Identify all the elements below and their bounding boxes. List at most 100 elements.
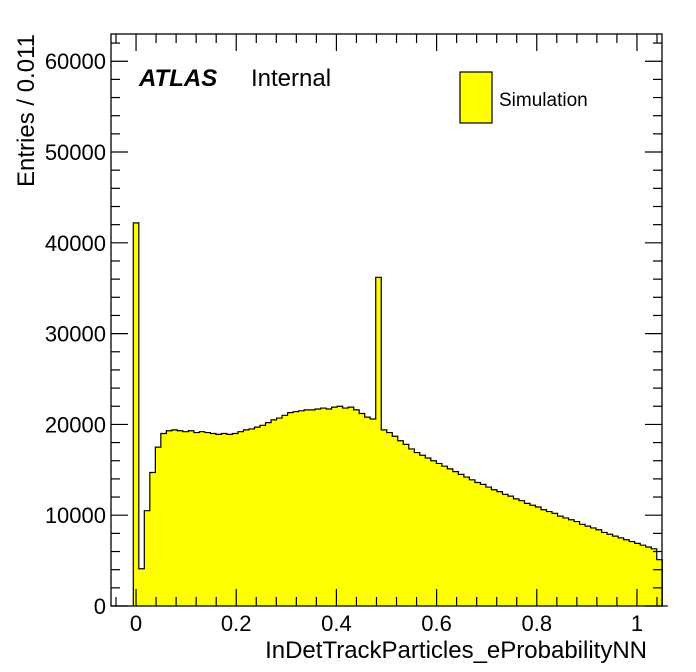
histogram-bin <box>397 440 404 606</box>
y-tick-label: 40000 <box>45 231 106 256</box>
histogram-bin <box>215 434 222 606</box>
histogram-bin <box>414 452 421 606</box>
histogram-bin <box>452 471 459 606</box>
histogram-bin <box>265 422 272 606</box>
histogram-bin <box>463 477 470 606</box>
x-tick-label: 0.8 <box>521 611 552 636</box>
histogram-bin <box>403 444 410 606</box>
histogram-bin <box>166 430 173 606</box>
histogram-bin <box>447 468 454 606</box>
histogram-bin <box>574 521 580 606</box>
histogram-bin <box>204 432 211 606</box>
histogram-bin <box>425 458 432 606</box>
histogram-bars <box>133 222 663 606</box>
histogram-bin <box>469 479 476 606</box>
histogram-bin <box>430 460 437 606</box>
histogram-bin <box>656 559 663 606</box>
histogram-bin <box>651 548 658 606</box>
histogram-bin <box>177 430 184 606</box>
histogram-bin <box>287 412 294 606</box>
histogram-bin <box>441 466 448 606</box>
histogram-bin <box>518 500 525 606</box>
plot-frame <box>110 33 663 607</box>
y-tick-label: 30000 <box>45 322 106 347</box>
histogram-bin <box>353 409 360 606</box>
histogram-bin <box>276 418 283 606</box>
x-tick-label: 0 <box>130 611 142 636</box>
histogram-bin <box>419 455 426 606</box>
y-tick-label: 50000 <box>45 140 106 165</box>
histogram-bin <box>293 411 299 606</box>
histogram-bin <box>557 516 564 606</box>
x-tick-label: 0.4 <box>321 611 352 636</box>
histogram-bin <box>249 428 255 606</box>
histogram-bin <box>480 484 487 606</box>
y-tick-label: 10000 <box>45 503 106 528</box>
histogram-bin <box>298 410 305 606</box>
axis-ticks <box>111 34 662 607</box>
histogram-bin <box>210 433 217 606</box>
histogram-bin <box>359 413 366 606</box>
x-axis-title: InDetTrackParticles_eProbabilityNN <box>265 637 647 664</box>
histogram-bin <box>243 429 250 606</box>
histogram-bin <box>474 482 481 606</box>
histogram-bin <box>309 409 316 606</box>
histogram-bin <box>386 432 393 606</box>
histogram-bin <box>541 509 547 606</box>
x-tick-label: 1 <box>631 611 643 636</box>
histogram-bin <box>623 539 630 606</box>
histogram-bin <box>188 430 195 606</box>
histogram-bin <box>375 277 382 606</box>
histogram-bin <box>149 472 156 606</box>
y-tick-label: 20000 <box>45 412 106 437</box>
histogram-bin <box>304 409 311 606</box>
histogram-bin <box>607 534 614 606</box>
histogram-bin <box>232 433 239 606</box>
histogram-bin <box>552 513 558 606</box>
histogram-bin <box>612 536 619 606</box>
histogram-bin <box>364 417 371 606</box>
histogram-bin <box>502 494 509 606</box>
histogram-bin <box>326 408 333 606</box>
histogram-bin <box>260 425 266 606</box>
histogram-bin <box>199 431 206 606</box>
histogram-bin <box>193 432 200 606</box>
histogram-bin <box>618 537 625 606</box>
histogram-bin <box>160 433 167 606</box>
histogram-bin <box>133 222 140 606</box>
histogram-bin <box>496 491 503 606</box>
histogram-bin <box>546 511 553 606</box>
histogram-bin <box>563 517 569 606</box>
histogram-bin <box>524 503 531 606</box>
histogram-bin <box>138 568 145 606</box>
histogram-bin <box>458 474 465 606</box>
histogram-bin <box>629 541 636 606</box>
histogram-bin <box>585 526 592 606</box>
histogram-bin <box>171 429 178 606</box>
histogram-bin <box>254 427 261 606</box>
histogram-bin <box>436 463 443 606</box>
y-tick-label: 60000 <box>45 49 106 74</box>
histogram-bin <box>513 498 520 606</box>
histogram-bin <box>408 448 415 606</box>
histogram-bin <box>315 408 322 606</box>
histogram-bin <box>596 529 603 606</box>
histogram-bin <box>226 434 233 606</box>
histogram-bin <box>601 532 608 606</box>
histogram-bin <box>282 415 288 606</box>
histogram-bin <box>342 408 349 606</box>
histogram-bin <box>348 407 355 606</box>
legend: Simulation <box>459 71 588 124</box>
histogram-bin <box>590 527 597 606</box>
histogram-bin <box>645 546 652 606</box>
histogram-bin <box>491 489 498 606</box>
y-tick-label: 0 <box>94 594 106 619</box>
histogram-bin <box>144 510 151 606</box>
histogram-bin <box>271 419 277 606</box>
histogram-bin <box>237 431 244 606</box>
atlas-label: ATLAS <box>138 65 217 92</box>
histogram-bin <box>392 436 399 606</box>
histogram-bin <box>155 447 162 606</box>
histogram-bin <box>370 418 377 606</box>
histogram-bin <box>337 406 344 606</box>
